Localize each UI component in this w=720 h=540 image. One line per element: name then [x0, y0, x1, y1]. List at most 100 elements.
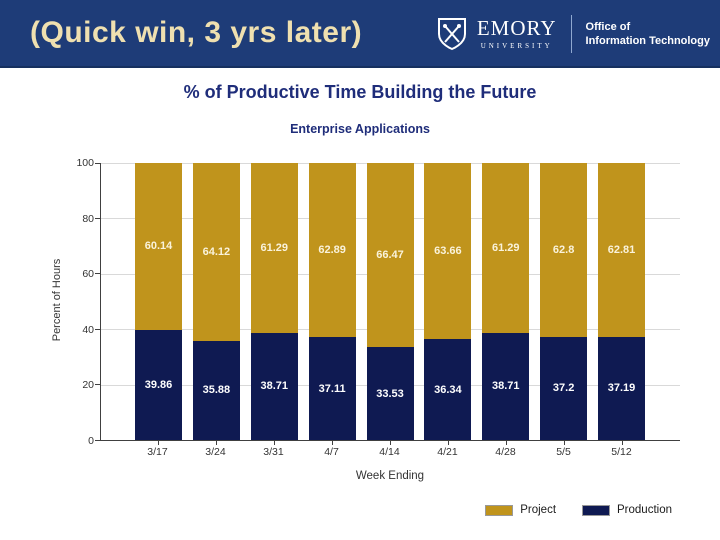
bar-value-label: 61.29: [260, 241, 289, 254]
y-tick-mark: [95, 273, 101, 275]
x-tick-mark: [157, 441, 159, 445]
y-tick-mark: [95, 328, 101, 330]
x-tick-mark: [273, 441, 275, 445]
emory-logo: EMORY UNIVERSITY Office of Information T…: [437, 0, 710, 68]
y-tick-label: 20: [82, 379, 94, 392]
x-tick-label: 4/7: [308, 441, 355, 458]
emory-name: EMORY: [476, 16, 557, 40]
bar-value-label: 37.2: [552, 382, 575, 395]
x-tick-mark: [563, 441, 565, 445]
bar-segment-production: 37.19: [598, 336, 645, 440]
y-tick-mark: [95, 162, 101, 164]
bar-segment-project: 61.29: [250, 163, 298, 333]
legend-swatch: [582, 504, 611, 516]
bar-segment-production: 37.11: [308, 337, 356, 440]
office-line2: Information Technology: [585, 35, 710, 47]
bar-value-label: 62.89: [318, 244, 346, 257]
bar-value-label: 64.12: [202, 245, 231, 258]
bar-segment-production: 36.34: [424, 339, 472, 440]
bar-segment-project: 62.81: [598, 163, 645, 337]
x-tick-mark: [505, 441, 507, 445]
bar-column: 63.66 36.34: [424, 163, 472, 440]
legend-label: Production: [617, 504, 672, 516]
bar-column: 66.47 33.53: [366, 163, 414, 440]
bar-segment-production: 38.71: [482, 332, 530, 440]
y-tick-label: 60: [82, 268, 94, 281]
emory-university: UNIVERSITY: [480, 42, 553, 50]
bar-value-label: 39.86: [144, 378, 173, 391]
x-tick-label: 3/17: [134, 441, 181, 458]
bar-segment-project: 63.66: [424, 163, 472, 340]
office-line1: Office of: [585, 20, 631, 33]
bar-segment-production: 35.88: [192, 340, 240, 440]
office-name: Office of Information Technology: [586, 20, 710, 49]
bar-value-label: 36.34: [434, 383, 462, 396]
y-axis-labels: 0 20 40 60 80 100: [58, 157, 94, 447]
emory-wordmark: EMORY UNIVERSITY: [476, 16, 557, 51]
x-tick-mark: [621, 441, 623, 445]
bar-column: 62.89 37.11: [308, 163, 356, 440]
y-tick-label: 40: [82, 323, 94, 336]
y-tick-mark: [95, 384, 101, 386]
y-tick-label: 0: [88, 435, 94, 447]
logo-divider: [570, 15, 572, 53]
y-tick-label: 80: [82, 212, 94, 225]
bar-column: 60.14 39.86: [135, 163, 182, 440]
bar-column: 62.81 37.19: [598, 163, 645, 440]
bar-segment-production: 37.2: [540, 336, 588, 440]
y-tick-mark: [95, 439, 101, 441]
bar-value-label: 35.88: [202, 384, 231, 397]
page-title: % of Productive Time Building the Future: [183, 82, 537, 102]
x-tick-label: 5/5: [540, 441, 587, 458]
bar-value-label: 38.71: [491, 380, 520, 393]
bar-value-label: 62.8: [552, 243, 575, 256]
bar-segment-project: 66.47: [366, 163, 414, 348]
bar-segment-production: 38.71: [250, 332, 298, 440]
bar-segment-project: 62.8: [540, 163, 588, 337]
bar-segment-project: 60.14: [135, 163, 182, 330]
legend-label: Project: [520, 504, 557, 516]
x-axis-labels: 3/17 3/24 3/31 4/7 4/14 4/21 4/28 5/5 5/12: [100, 441, 680, 458]
bar-value-label: 33.53: [376, 387, 404, 400]
x-tick-mark: [215, 441, 217, 445]
bar-value-label: 60.14: [144, 240, 173, 253]
x-tick-label: 4/14: [366, 441, 413, 458]
chart-title: Enterprise Applications: [290, 122, 430, 136]
bar-value-label: 37.11: [318, 382, 346, 395]
plot-area: 60.14 39.86 64.12 35.88 61.29 38.71 62.89 37.11…: [95, 162, 680, 441]
shield-icon: [437, 18, 466, 51]
legend: Project Production: [485, 504, 672, 516]
x-tick-label: 3/24: [192, 441, 239, 458]
bar-value-label: 38.71: [260, 380, 289, 393]
bar-value-label: 61.29: [491, 241, 520, 254]
bar-value-label: 62.81: [607, 243, 636, 256]
bar-value-label: 63.66: [434, 245, 462, 258]
x-tick-label: 3/31: [250, 441, 297, 458]
x-tick-mark: [389, 441, 391, 445]
x-tick-label: 4/21: [424, 441, 471, 458]
legend-item: Project: [485, 504, 556, 516]
bar-value-label: 37.19: [607, 382, 636, 395]
x-tick-mark: [331, 441, 333, 445]
y-tick-label: 100: [76, 157, 94, 169]
bar-segment-production: 39.86: [135, 329, 182, 440]
legend-item: Production: [582, 504, 672, 516]
x-tick-label: 4/28: [482, 441, 529, 458]
bar-segment-project: 61.29: [482, 163, 530, 333]
bar-column: 62.8 37.2: [540, 163, 588, 440]
legend-swatch: [485, 504, 514, 516]
bar-column: 64.12 35.88: [192, 163, 240, 440]
bars-container: 60.14 39.86 64.12 35.88 61.29 38.71 62.89 37.11…: [101, 163, 680, 440]
bar-segment-project: 62.89: [308, 163, 356, 338]
y-tick-mark: [95, 217, 101, 219]
x-tick-mark: [447, 441, 449, 445]
bar-segment-project: 64.12: [192, 163, 240, 341]
header-banner: (Quick win, 3 yrs later) EMORY UNIVERSIT…: [0, 0, 720, 68]
bar-segment-production: 33.53: [366, 347, 414, 440]
bar-column: 61.29 38.71: [250, 163, 298, 440]
x-axis-title: Week Ending: [355, 470, 425, 482]
slide-title: (Quick win, 3 yrs later): [30, 16, 363, 49]
x-tick-label: 5/12: [598, 441, 645, 458]
bar-value-label: 66.47: [376, 249, 404, 262]
